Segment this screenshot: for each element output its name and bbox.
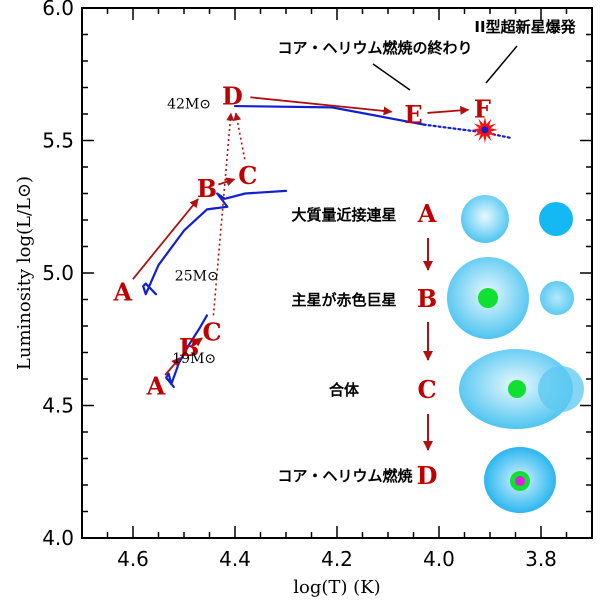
legend-letter-d: D: [417, 461, 438, 490]
stage-label-b: B: [179, 333, 199, 362]
stage-label-e: E: [404, 100, 422, 129]
supernova-core: [481, 126, 489, 134]
merger-core: [508, 380, 526, 398]
transition-arrow: [192, 337, 203, 347]
x-tick-label: 4.4: [219, 547, 251, 571]
legend-descriptions: 大質量近接連星 主星が赤色巨星 合体 コア・ヘリウム燃焼: [277, 206, 412, 485]
stage-c-stars: [459, 349, 584, 429]
transition-arrow: [218, 177, 236, 187]
transition-arrow: [212, 112, 235, 316]
mass-label: 42M⊙: [167, 96, 211, 112]
y-tick-label: 4.0: [42, 526, 74, 550]
y-axis-title: Luminosity log(L/L⊙): [14, 176, 35, 370]
y-tick-label: 6.0: [42, 0, 74, 20]
y-tick-label: 5.0: [42, 261, 74, 285]
mass-label: 19M⊙: [172, 351, 216, 367]
companion-star-b: [540, 281, 574, 315]
stage-b-stars: [447, 257, 574, 339]
legend-panel: A B C D 大質量近接連星 主星が赤色巨星 合体 コア・ヘリウム燃焼: [277, 195, 584, 513]
stage-a-stars: [461, 195, 573, 243]
stage-label-c: C: [202, 317, 221, 346]
x-tick-label: 4.2: [321, 547, 353, 571]
y-tick-label: 4.5: [42, 394, 74, 418]
merger-companion: [538, 366, 584, 412]
stage-label-b: B: [197, 174, 217, 203]
track-line: [422, 123, 512, 139]
track-line: [142, 189, 288, 296]
x-tick-label: 3.8: [525, 547, 557, 571]
stage-label-a: A: [112, 278, 132, 307]
x-tick-labels: 4.6 4.4 4.2 4.0 3.8: [117, 547, 557, 571]
track-line: [233, 104, 425, 126]
axis-ticks: [81, 7, 593, 539]
companion-star-a: [539, 202, 573, 236]
annotation-core-he-end: コア・ヘリウム燃焼の終わり: [277, 39, 472, 57]
supernova-marker: [471, 116, 498, 143]
stage-label-d: D: [222, 81, 243, 110]
legend-desc-b: 主星が赤色巨星: [291, 291, 396, 309]
mass-labels: 19M⊙ 25M⊙ 42M⊙: [167, 96, 219, 366]
legend-letter-a: A: [417, 199, 437, 228]
x-tick-label: 4.6: [117, 547, 149, 571]
evolution-tracks: [142, 104, 512, 389]
transition-arrow: [427, 105, 470, 115]
transition-arrow: [250, 96, 393, 116]
stage-label-f: F: [474, 95, 491, 124]
helium-burning-core: [515, 476, 525, 486]
annotation-leader-f: [485, 45, 518, 84]
x-tick-label: 4.0: [423, 547, 455, 571]
stage-label-a: A: [146, 372, 166, 401]
transition-arrow: [132, 198, 199, 280]
annotation-type2-supernova: II型超新星爆発: [474, 18, 576, 36]
x-axis-title: log(T) (K): [293, 577, 380, 598]
legend-desc-d: コア・ヘリウム燃焼: [277, 467, 412, 485]
y-tick-labels: 6.0 5.5 5.0 4.5 4.0: [42, 0, 74, 550]
legend-letter-c: C: [417, 375, 436, 404]
annotation-leader-e: [372, 63, 411, 91]
stage-d-star: [484, 447, 556, 513]
mass-label: 25M⊙: [175, 269, 219, 285]
transition-arrow: [233, 112, 246, 160]
y-tick-label: 5.5: [42, 129, 74, 153]
transition-arrows: [132, 96, 470, 376]
legend-desc-c: 合体: [328, 381, 360, 399]
track-line: [165, 314, 209, 389]
stage-label-c: C: [238, 161, 257, 190]
transition-arrow: [164, 357, 181, 376]
legend-letter-b: B: [417, 284, 437, 313]
red-giant-core: [478, 288, 498, 308]
legend-desc-a: 大質量近接連星: [291, 206, 396, 224]
primary-star-a: [461, 195, 509, 243]
legend-letters: A B C D: [417, 199, 438, 490]
